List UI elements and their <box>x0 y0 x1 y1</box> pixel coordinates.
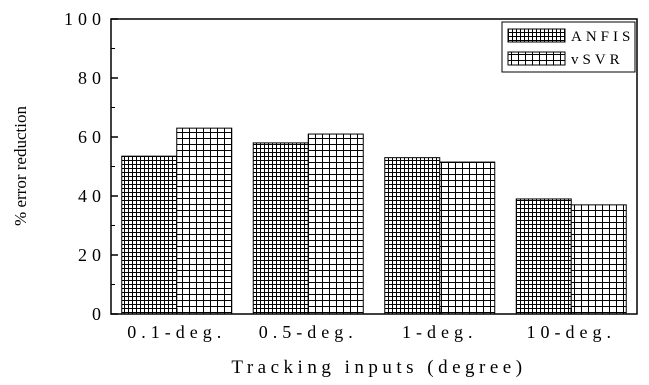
legend-label-vsvr: vSVR <box>571 52 624 68</box>
x-tick-label: 1-deg. <box>402 322 477 342</box>
y-tick-label: 20 <box>78 245 106 265</box>
bar-anfis-1 <box>121 155 178 315</box>
bar-vsvr-3 <box>439 161 496 315</box>
x-tick-label: 0.5-deg. <box>259 322 358 342</box>
bar-vsvr-4 <box>570 204 627 315</box>
y-tick-label: 0 <box>92 304 106 324</box>
y-axis-title: % error reduction <box>11 106 30 226</box>
y-tick-label: 80 <box>78 68 106 88</box>
bar-anfis-3 <box>384 157 441 315</box>
bar-anfis-4 <box>515 198 572 315</box>
y-tick-label: 60 <box>78 127 106 147</box>
y-axis: 0 20 40 60 80 100 <box>64 9 118 324</box>
legend-swatch-anfis <box>507 28 566 43</box>
y-tick-label: 40 <box>78 186 106 206</box>
x-axis: 0.1-deg. 0.5-deg. 1-deg. 10-deg. <box>127 308 616 342</box>
bar-vsvr-2 <box>307 133 364 315</box>
x-axis-title: Tracking inputs (degree) <box>231 357 526 378</box>
legend: ANFIS vSVR <box>501 21 636 73</box>
legend-swatch-vsvr <box>507 51 566 66</box>
legend-label-anfis: ANFIS <box>571 29 634 45</box>
bar-vsvr-1 <box>176 127 233 315</box>
bars-group <box>121 127 627 315</box>
x-tick-label: 10-deg. <box>527 322 616 342</box>
bar-anfis-2 <box>252 142 309 315</box>
x-tick-label: 0.1-deg. <box>127 322 226 342</box>
y-tick-label: 100 <box>64 9 106 29</box>
